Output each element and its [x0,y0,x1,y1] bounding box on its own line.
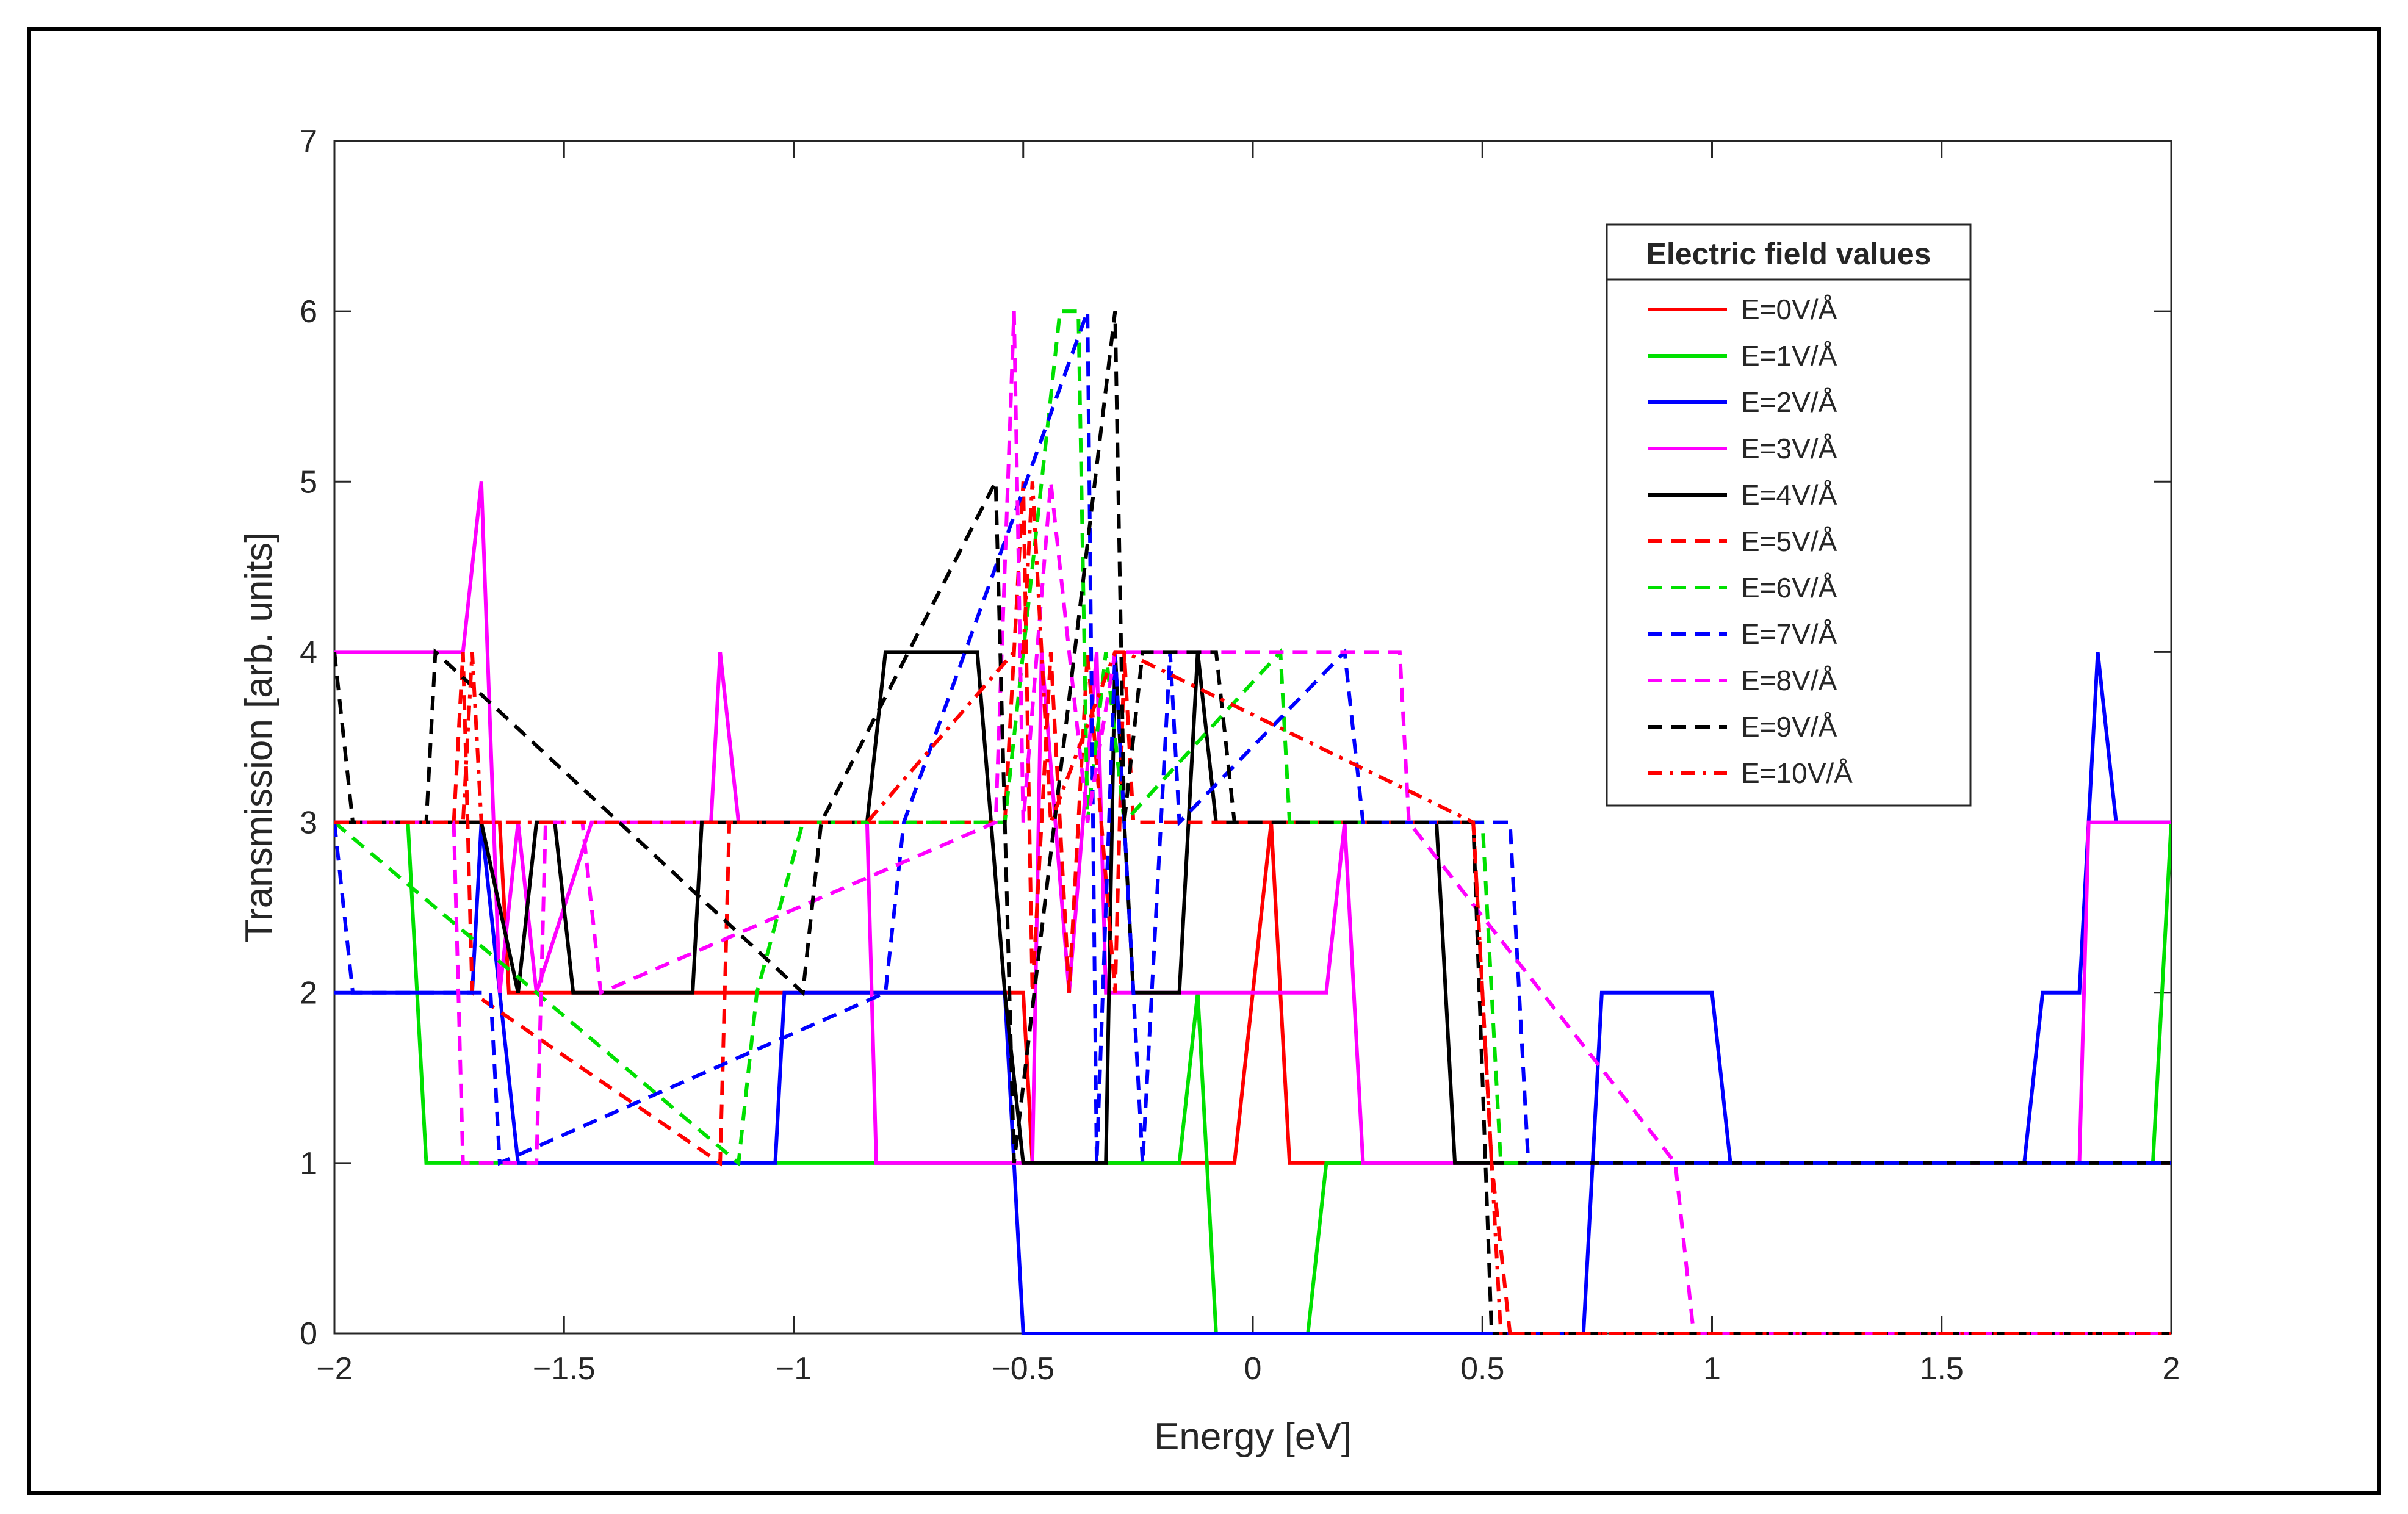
y-tick-label: 5 [300,464,317,500]
series-line-e8 [334,311,2171,1335]
x-tick-label: −2 [316,1351,352,1386]
x-tick-label: −0.5 [992,1351,1054,1386]
legend-label-e4: E=4V/Å [1741,479,1837,511]
y-tick-label: 3 [300,806,317,841]
y-axis-title: Transmission [arb. units] [238,532,280,942]
x-axis-title: Energy [eV] [1154,1416,1352,1458]
legend-label-e8: E=8V/Å [1741,665,1837,696]
legend-label-e7: E=7V/Å [1741,618,1837,650]
y-tick-label: 0 [300,1316,317,1352]
y-tick-label: 2 [300,976,317,1011]
legend-entries: E=0V/Å E=1V/Å E=2V/Å E=3V/Å E=4V/Å E=5V/Å E=6V… [1648,294,1853,789]
axis-tick-labels: −2 −1.5 −1 −0.5 0 0.5 1 1.5 2 0 1 2 3 4 5 6 7 [300,124,2180,1386]
x-tick-label: 2 [2163,1351,2180,1386]
legend-label-e9: E=9V/Å [1741,711,1837,743]
legend: Electric field values E=0V/Å E=1V/Å E=2V/Å… [1606,223,1972,807]
series-line-e10 [334,481,2171,1335]
series-lines [334,309,2171,1335]
x-tick-label: 1 [1703,1351,1721,1386]
x-tick-label: 0.5 [1460,1351,1504,1386]
legend-label-e3: E=3V/Å [1741,433,1837,464]
x-tick-label: 0 [1244,1351,1262,1386]
x-tick-label: −1.5 [533,1351,596,1386]
x-tick-label: 1.5 [1920,1351,1964,1386]
y-tick-label: 6 [300,294,317,330]
x-tick-label: −1 [776,1351,812,1386]
series-line-e5 [334,481,2171,1335]
legend-label-e2: E=2V/Å [1741,386,1837,418]
legend-label-e10: E=10V/Å [1741,757,1853,789]
legend-label-e6: E=6V/Å [1741,572,1837,604]
series-line-e9 [334,311,2171,1335]
legend-label-e5: E=5V/Å [1741,525,1837,557]
legend-label-e0: E=0V/Å [1741,294,1837,325]
series-line-e2 [334,652,2171,1335]
legend-label-e1: E=1V/Å [1741,340,1837,372]
axis-ticks [333,140,2172,1335]
y-tick-label: 7 [300,124,317,159]
legend-title: Electric field values [1646,237,1931,271]
series-line-e3 [334,481,2171,1165]
legend-box [1606,223,1972,807]
y-tick-label: 4 [300,635,317,670]
y-tick-label: 1 [300,1146,317,1181]
